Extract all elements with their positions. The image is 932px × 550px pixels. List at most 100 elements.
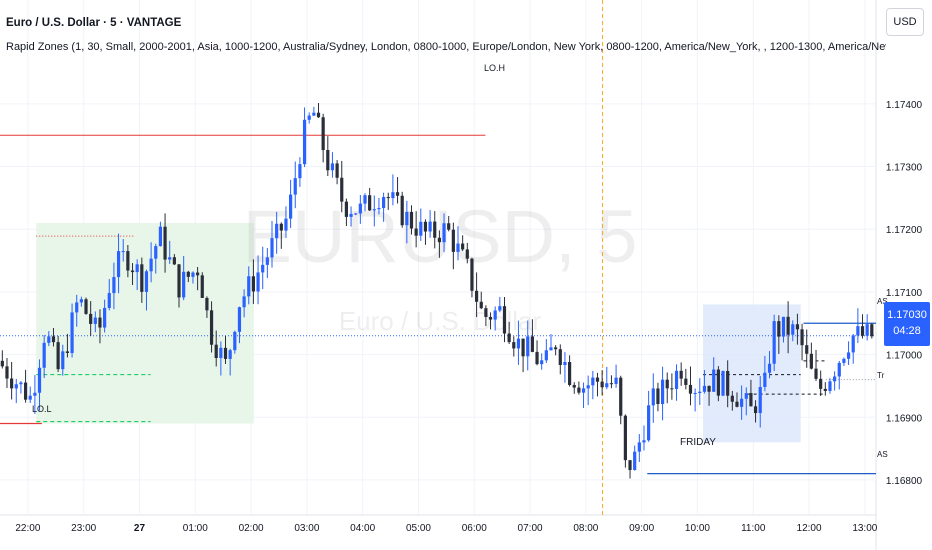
candle-body bbox=[223, 347, 228, 359]
candle-body bbox=[674, 370, 679, 389]
time-axis[interactable]: 22:00 23:00 27 01:00 02:00 03:00 04:00 05:00 06:… bbox=[15, 523, 877, 534]
candle-body bbox=[498, 306, 502, 311]
candle-body bbox=[763, 372, 767, 387]
watermark-name: Euro / U.S. Dollar bbox=[339, 306, 542, 336]
candle-body bbox=[544, 350, 548, 361]
candle-body bbox=[251, 276, 256, 292]
price-tick-label: 1.17300 bbox=[886, 163, 923, 174]
time-tick-label: 13:00 bbox=[852, 523, 877, 534]
candle-body bbox=[377, 208, 381, 210]
candle-body bbox=[474, 290, 479, 302]
currency-button[interactable]: USD bbox=[886, 8, 924, 36]
candle-body bbox=[512, 342, 516, 349]
candle-body bbox=[265, 257, 269, 265]
friday-label: FRIDAY bbox=[680, 437, 716, 448]
candle-body bbox=[33, 392, 37, 396]
candle-body bbox=[767, 363, 772, 373]
candle-body bbox=[828, 381, 832, 391]
candle-body bbox=[395, 192, 400, 196]
candle-body bbox=[647, 405, 651, 441]
annotations: LO.H LO.L FRIDAY AS AS Tr bbox=[32, 63, 888, 459]
candle-body bbox=[158, 226, 163, 247]
candle-body bbox=[781, 316, 786, 337]
candle-body bbox=[172, 257, 176, 265]
candle-body bbox=[530, 336, 534, 352]
candle-body bbox=[619, 377, 623, 416]
candle-body bbox=[623, 415, 627, 461]
candle-body bbox=[242, 296, 246, 308]
candle-body bbox=[721, 370, 725, 396]
lo-h-label: LO.H bbox=[484, 63, 505, 73]
candle-body bbox=[558, 349, 562, 365]
candle-body bbox=[51, 336, 56, 343]
candle-body bbox=[28, 395, 32, 400]
candle-body bbox=[702, 385, 707, 392]
time-tick-label: 09:00 bbox=[629, 523, 654, 534]
candle-body bbox=[679, 370, 683, 379]
candle-body bbox=[833, 376, 837, 382]
candle-body bbox=[386, 197, 390, 199]
candle-body bbox=[865, 324, 869, 336]
candle-body bbox=[870, 324, 874, 337]
candle-body bbox=[419, 221, 423, 236]
candle-body bbox=[628, 460, 632, 471]
candle-body bbox=[586, 385, 590, 389]
price-axis[interactable]: 1.17400 1.17300 1.17200 1.17100 1.17000 1.169… bbox=[886, 100, 923, 487]
candle-body bbox=[270, 238, 274, 258]
candle-body bbox=[423, 221, 428, 232]
candle-body bbox=[716, 369, 720, 396]
candle-body bbox=[786, 316, 790, 335]
candle-body bbox=[363, 195, 367, 204]
candle-body bbox=[368, 195, 372, 211]
candle-body bbox=[409, 211, 414, 229]
candle-body bbox=[842, 358, 846, 363]
candle-body bbox=[740, 398, 744, 407]
bar-countdown: 04:28 bbox=[893, 325, 921, 337]
indicator-legend[interactable]: Rapid Zones (1, 30, Small, 2000-2001, As… bbox=[6, 41, 886, 53]
candle-body bbox=[693, 393, 697, 395]
candle-body bbox=[182, 271, 186, 298]
candle-body bbox=[335, 163, 339, 178]
candle-body bbox=[526, 336, 530, 357]
time-tick-label: 01:00 bbox=[183, 523, 208, 534]
price-tick-label: 1.16900 bbox=[886, 413, 923, 424]
candle-body bbox=[479, 301, 483, 309]
candle-body bbox=[112, 277, 116, 294]
time-tick-label: 11:00 bbox=[741, 523, 766, 534]
candle-body bbox=[819, 378, 823, 389]
candle-body bbox=[196, 272, 200, 276]
candle-body bbox=[23, 382, 28, 400]
candle-body bbox=[233, 331, 237, 351]
candle-body bbox=[405, 211, 409, 226]
candle-body bbox=[665, 379, 669, 389]
candle-body bbox=[372, 209, 376, 211]
candle-body bbox=[289, 194, 293, 219]
symbol-title[interactable]: Euro / U.S. Dollar · 5 · VANTAGE bbox=[6, 17, 182, 29]
candle-body bbox=[456, 243, 460, 252]
as-bottom-label: AS bbox=[877, 450, 888, 459]
candle-body bbox=[572, 384, 576, 388]
candle-body bbox=[98, 317, 102, 328]
level-lines bbox=[0, 0, 876, 515]
time-tick-label: 03:00 bbox=[294, 523, 319, 534]
time-tick-label: 10:00 bbox=[685, 523, 710, 534]
candle-body bbox=[791, 324, 795, 335]
candle-body bbox=[312, 112, 316, 116]
candle-body bbox=[660, 379, 665, 405]
candle-body bbox=[502, 306, 507, 334]
price-tick-label: 1.17400 bbox=[886, 100, 923, 111]
price-tick-label: 1.17200 bbox=[886, 225, 923, 236]
candle-body bbox=[0, 360, 4, 367]
candle-body bbox=[809, 353, 813, 369]
candle-body bbox=[79, 299, 83, 303]
candles bbox=[0, 103, 874, 479]
candle-body bbox=[637, 442, 641, 452]
candle-body bbox=[42, 342, 46, 368]
time-tick-label: 23:00 bbox=[71, 523, 96, 534]
candle-body bbox=[851, 335, 855, 353]
time-tick-label: 27 bbox=[134, 523, 146, 534]
candle-body bbox=[214, 344, 218, 358]
candle-body bbox=[140, 264, 144, 292]
watermark: EURUSD, 5 Euro / U.S. Dollar bbox=[243, 195, 638, 336]
